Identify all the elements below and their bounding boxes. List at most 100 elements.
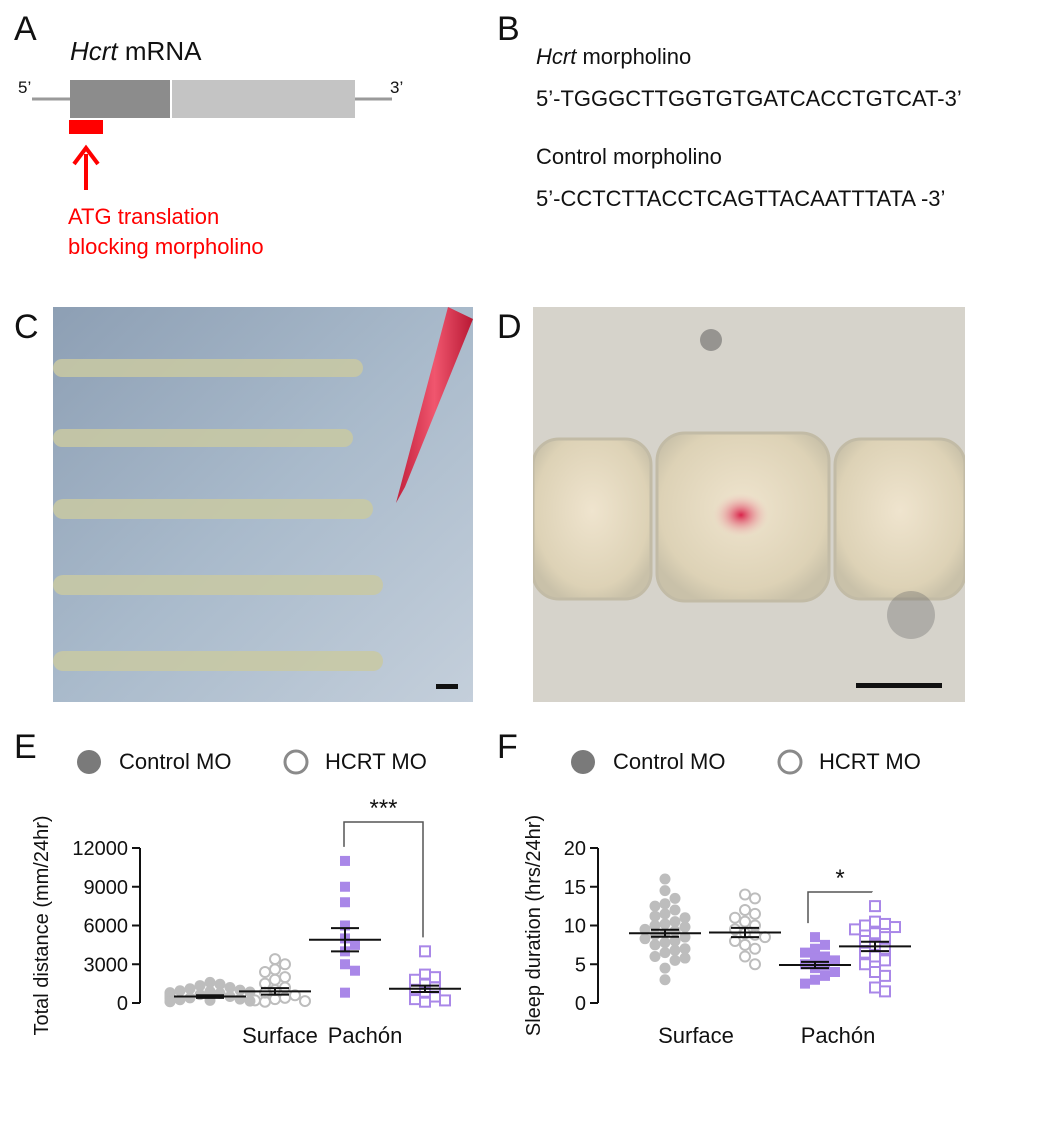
embryo-row-3	[53, 499, 373, 519]
chart-e-point-s3-9	[409, 993, 421, 1006]
chart-f-point-s3-11	[859, 946, 871, 959]
chart-f-point-s0-4	[649, 900, 661, 912]
chart-e-point-s3-6	[409, 984, 421, 997]
chart-f-point-s0-29	[659, 974, 671, 986]
embryo-closeup-photo	[533, 307, 965, 702]
chart-f-point-s2-11	[820, 970, 830, 981]
chart-f-point-s0-1	[659, 885, 671, 897]
chart-e-point-s2-9	[340, 987, 350, 998]
chart-f-point-s0-18	[639, 933, 651, 945]
chart-e-point-s0-4	[184, 983, 196, 995]
chart-e-y-tick-label-1: 3000	[84, 954, 129, 976]
dark-spot-bottom	[887, 591, 935, 639]
chart-f-point-s3-9	[869, 938, 881, 951]
control-morpholino-label: Control morpholino	[536, 144, 722, 169]
chart-f-point-s0-11	[649, 920, 661, 931]
chart-f-significance-mark: *	[835, 865, 844, 892]
gene-suffix: mRNA	[117, 36, 202, 66]
chart-e-point-s0-6	[174, 985, 186, 997]
chart-e-group-label-1: Pachón	[328, 1023, 403, 1048]
chart-f-point-s0-27	[669, 954, 681, 966]
legend-f-control-label: Control MO	[613, 749, 726, 774]
chart-e-point-s0-20	[174, 994, 186, 1006]
chart-e-point-s1-9	[259, 986, 271, 999]
chart-e-point-s2-5	[350, 939, 360, 950]
chart-e-point-s2-1	[340, 881, 350, 892]
chart-e-point-s0-13	[164, 989, 176, 1001]
chart-e-point-s1-12	[269, 993, 281, 1006]
chart-f-group-label-1: Pachón	[801, 1023, 876, 1048]
chart-f-point-s1-6	[749, 919, 761, 932]
chart-e-point-s1-5	[269, 973, 281, 986]
chart-e-point-s2-0	[340, 855, 350, 866]
chart-f-point-s0-8	[679, 912, 691, 924]
panel-letter-f: F	[497, 728, 518, 766]
five-prime-label: 5’	[18, 78, 32, 97]
chart-f-point-s3-13	[879, 954, 891, 967]
chart-f-point-s0-24	[659, 947, 671, 959]
chart-e-point-s0-14	[164, 990, 176, 1002]
chart-e-point-s0-5	[234, 984, 246, 996]
embryo-row-1	[53, 359, 363, 377]
chart-e-point-s2-3	[340, 920, 350, 931]
chart-f-point-s1-10	[759, 931, 771, 944]
chart-e-point-s1-0	[269, 953, 281, 966]
chart-f-group-label-0: Surface	[658, 1023, 734, 1048]
chart-e-significance-bracket	[343, 821, 424, 938]
chart-e-point-s3-3	[409, 973, 421, 986]
chart-e-point-s0-22	[244, 995, 256, 1007]
chart-f-point-s0-23	[669, 944, 681, 956]
chart-f-point-s0-17	[679, 931, 691, 943]
scale-bar-d	[856, 683, 942, 688]
chart-e-point-s1-2	[269, 963, 281, 976]
chart-f-point-s0-13	[639, 923, 651, 935]
chart-f-point-s1-7	[729, 923, 741, 936]
chart-f-point-s0-15	[659, 927, 671, 939]
chart-f-y-tick-label-0: 0	[575, 993, 586, 1015]
chart-f-point-s2-4	[820, 951, 830, 962]
chart-f-point-s1-15	[749, 958, 761, 971]
chart-f-point-s0-2	[669, 892, 681, 904]
chart-f-point-s3-18	[879, 985, 891, 998]
chart-e-point-s2-7	[340, 959, 350, 970]
chart-e-y-tick-label-3: 9000	[84, 877, 129, 899]
chart-e-point-s1-7	[279, 981, 291, 994]
arrow-label-line-1: ATG translation	[68, 204, 220, 229]
dye-spot	[713, 493, 769, 537]
legend-e-control-label: Control MO	[119, 749, 232, 774]
chart-f-point-s1-14	[739, 950, 751, 963]
chart-f-point-s0-5	[669, 904, 681, 916]
chart-e-point-s2-2	[340, 897, 350, 908]
chart-f-significance-bracket	[807, 891, 873, 924]
chart-e-point-s0-2	[194, 980, 206, 992]
chart-e-y-tick-label-4: 12000	[72, 838, 128, 860]
morpholino-target-marker	[69, 120, 103, 134]
panel-letter-b: B	[497, 10, 520, 48]
chart-e-point-s2-4	[340, 933, 350, 944]
chart-f-point-s3-0	[869, 900, 881, 913]
chart-e-y-axis-label: Total distance (mm/24hr)	[31, 815, 53, 1035]
gene-name-italic: Hcrt	[70, 36, 118, 66]
chart-f-point-s1-5	[739, 915, 751, 928]
legend-e-hcrt-label: HCRT MO	[325, 749, 427, 774]
chart-e-group-label-0: Surface	[242, 1023, 318, 1048]
chart-f-point-s0-0	[659, 873, 671, 885]
chart-e-y-tick-label-0: 0	[117, 993, 128, 1015]
chart-f-point-s1-4	[729, 911, 741, 924]
legend-f-hcrt-marker	[777, 749, 803, 775]
chart-f-point-s0-6	[659, 908, 671, 920]
chart-f-y-tick-label-4: 20	[564, 838, 586, 860]
chart-e-point-s0-11	[164, 988, 176, 1000]
chart-f-point-s2-6	[830, 955, 840, 966]
chart-f-point-s1-0	[739, 888, 751, 901]
chart-e-point-s0-17	[184, 992, 196, 1004]
chart-e-point-s1-14	[299, 995, 311, 1008]
chart-e-point-s0-8	[244, 986, 256, 998]
chart-f-point-s3-15	[869, 966, 881, 978]
chart-e-point-s3-11	[419, 995, 431, 1008]
chart-f-point-s2-12	[810, 974, 820, 985]
chart-f-point-s0-26	[679, 952, 691, 964]
chart-e-point-s0-21	[204, 994, 216, 1006]
mrna-utr-region	[172, 80, 355, 118]
embryo-row-5	[53, 651, 383, 671]
